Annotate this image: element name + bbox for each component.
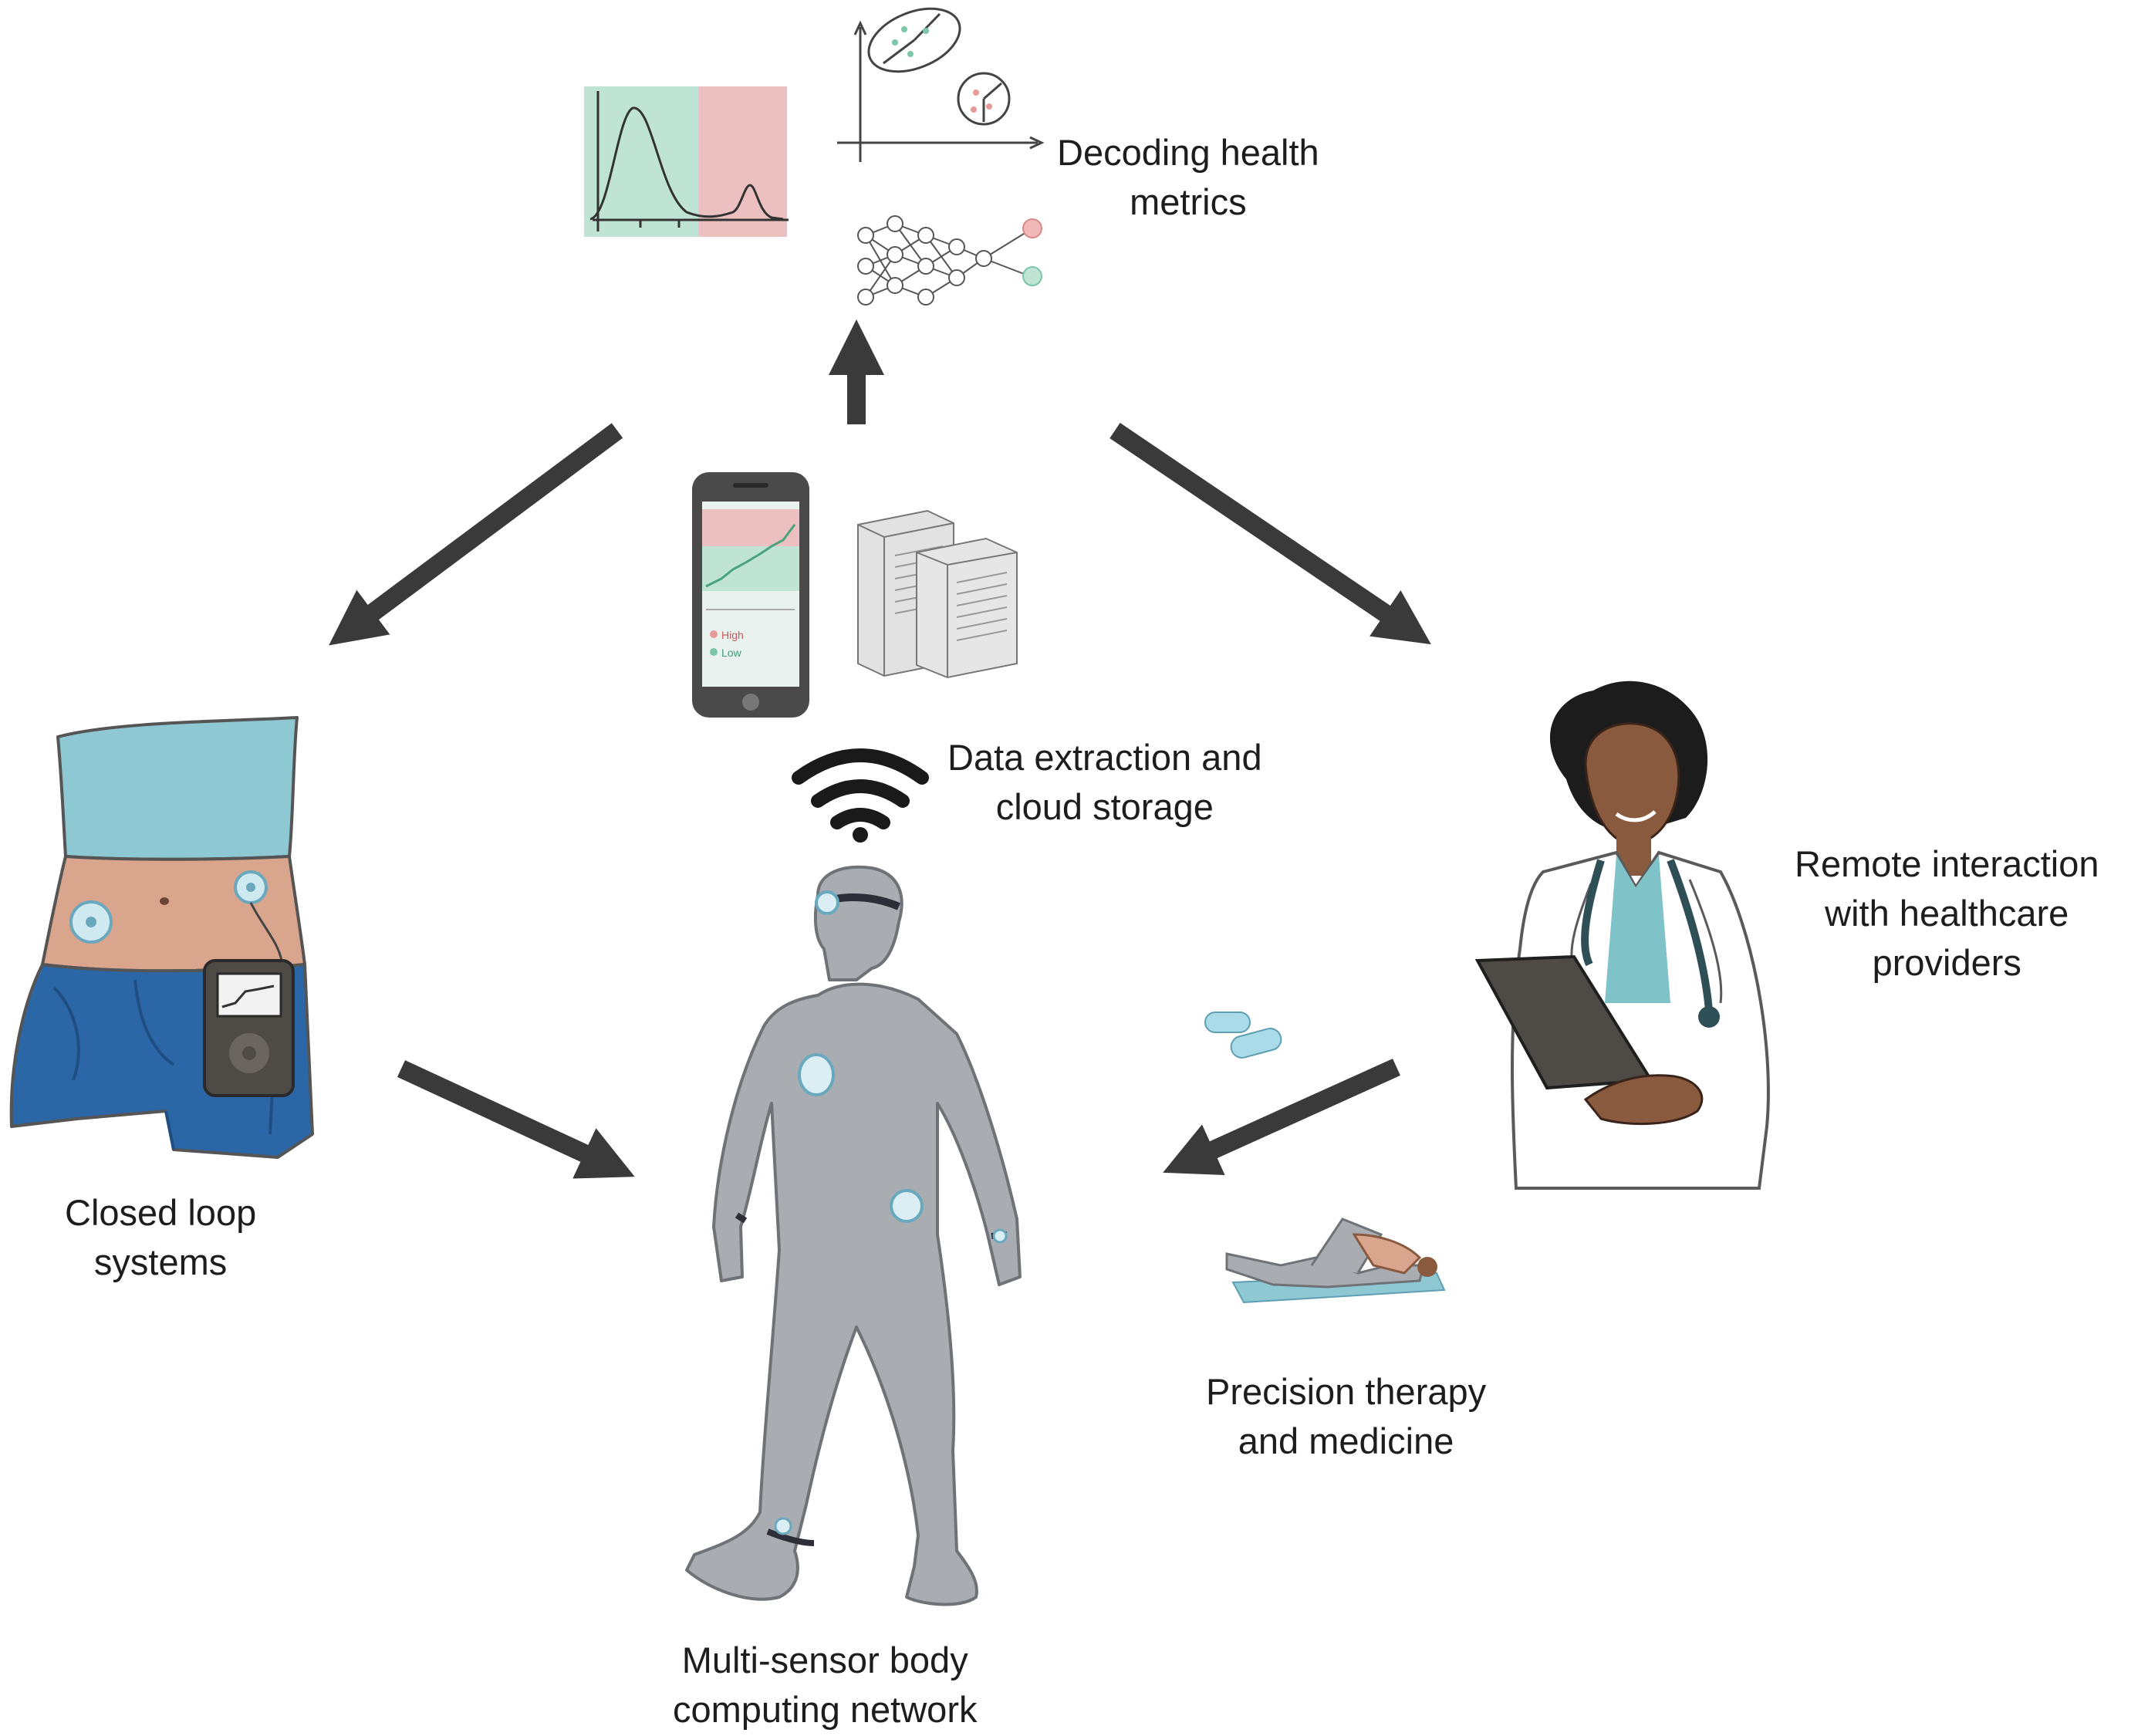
walking-person-icon [685,865,1022,1606]
label-remote-line-3: providers [1872,942,2021,983]
phone-legend-high: High [721,629,744,641]
torso-sensors [69,870,283,961]
arrow-to-closed-loop [329,423,623,646]
label-precision-line-2: and medicine [1238,1420,1454,1461]
pills-icon [1204,1012,1282,1059]
density-plot-icon [584,86,789,237]
label-decoding-line-1: Decoding health [1057,132,1319,173]
label-data-extraction-line-1: Data extraction and [947,737,1262,778]
arrow-provider-to-body [1163,1059,1400,1175]
label-precision-therapy: Precision therapy and medicine [1206,1367,1486,1466]
label-decoding-health-metrics: Decoding health metrics [1057,128,1319,227]
exercise-icon [1225,1218,1446,1304]
label-data-extraction-line-2: cloud storage [995,786,1214,827]
smartphone-icon [692,472,809,718]
label-decoding-line-2: metrics [1130,181,1247,222]
wifi-icon [792,748,929,843]
head-sensor [815,890,839,915]
arrow-to-remote [1109,423,1431,645]
label-multisensor: Multi-sensor body computing network [673,1636,977,1734]
label-closed-loop-line-2: systems [93,1241,228,1282]
chest-sensor [798,1053,835,1096]
label-remote-line-1: Remote interaction [1795,843,2099,884]
neural-network-icon [857,215,1042,306]
flow-arrows [329,319,1431,1179]
label-closed-loop-line-1: Closed loop [65,1192,257,1233]
cluster-plot-icon [837,7,1045,162]
label-multisensor-line-1: Multi-sensor body [681,1640,968,1680]
server-icon [857,509,1018,679]
label-data-extraction: Data extraction and cloud storage [947,733,1262,832]
label-multisensor-line-2: computing network [673,1689,978,1730]
label-remote-line-2: with healthcare [1825,893,2069,934]
stethoscope [1581,859,1713,1012]
label-precision-line-1: Precision therapy [1206,1371,1487,1412]
doctor-icon [1474,681,1770,1190]
arrow-closed-loop-to-body [397,1060,635,1179]
body-sensors [735,890,1008,1546]
label-closed-loop: Closed loop systems [65,1188,256,1287]
insulin-pump-icon [203,959,295,1097]
label-remote-interaction: Remote interaction with healthcare provi… [1795,839,2099,988]
cluster-points [892,26,992,113]
hip-sensor [890,1189,924,1223]
phone-legend-low: Low [721,647,742,659]
